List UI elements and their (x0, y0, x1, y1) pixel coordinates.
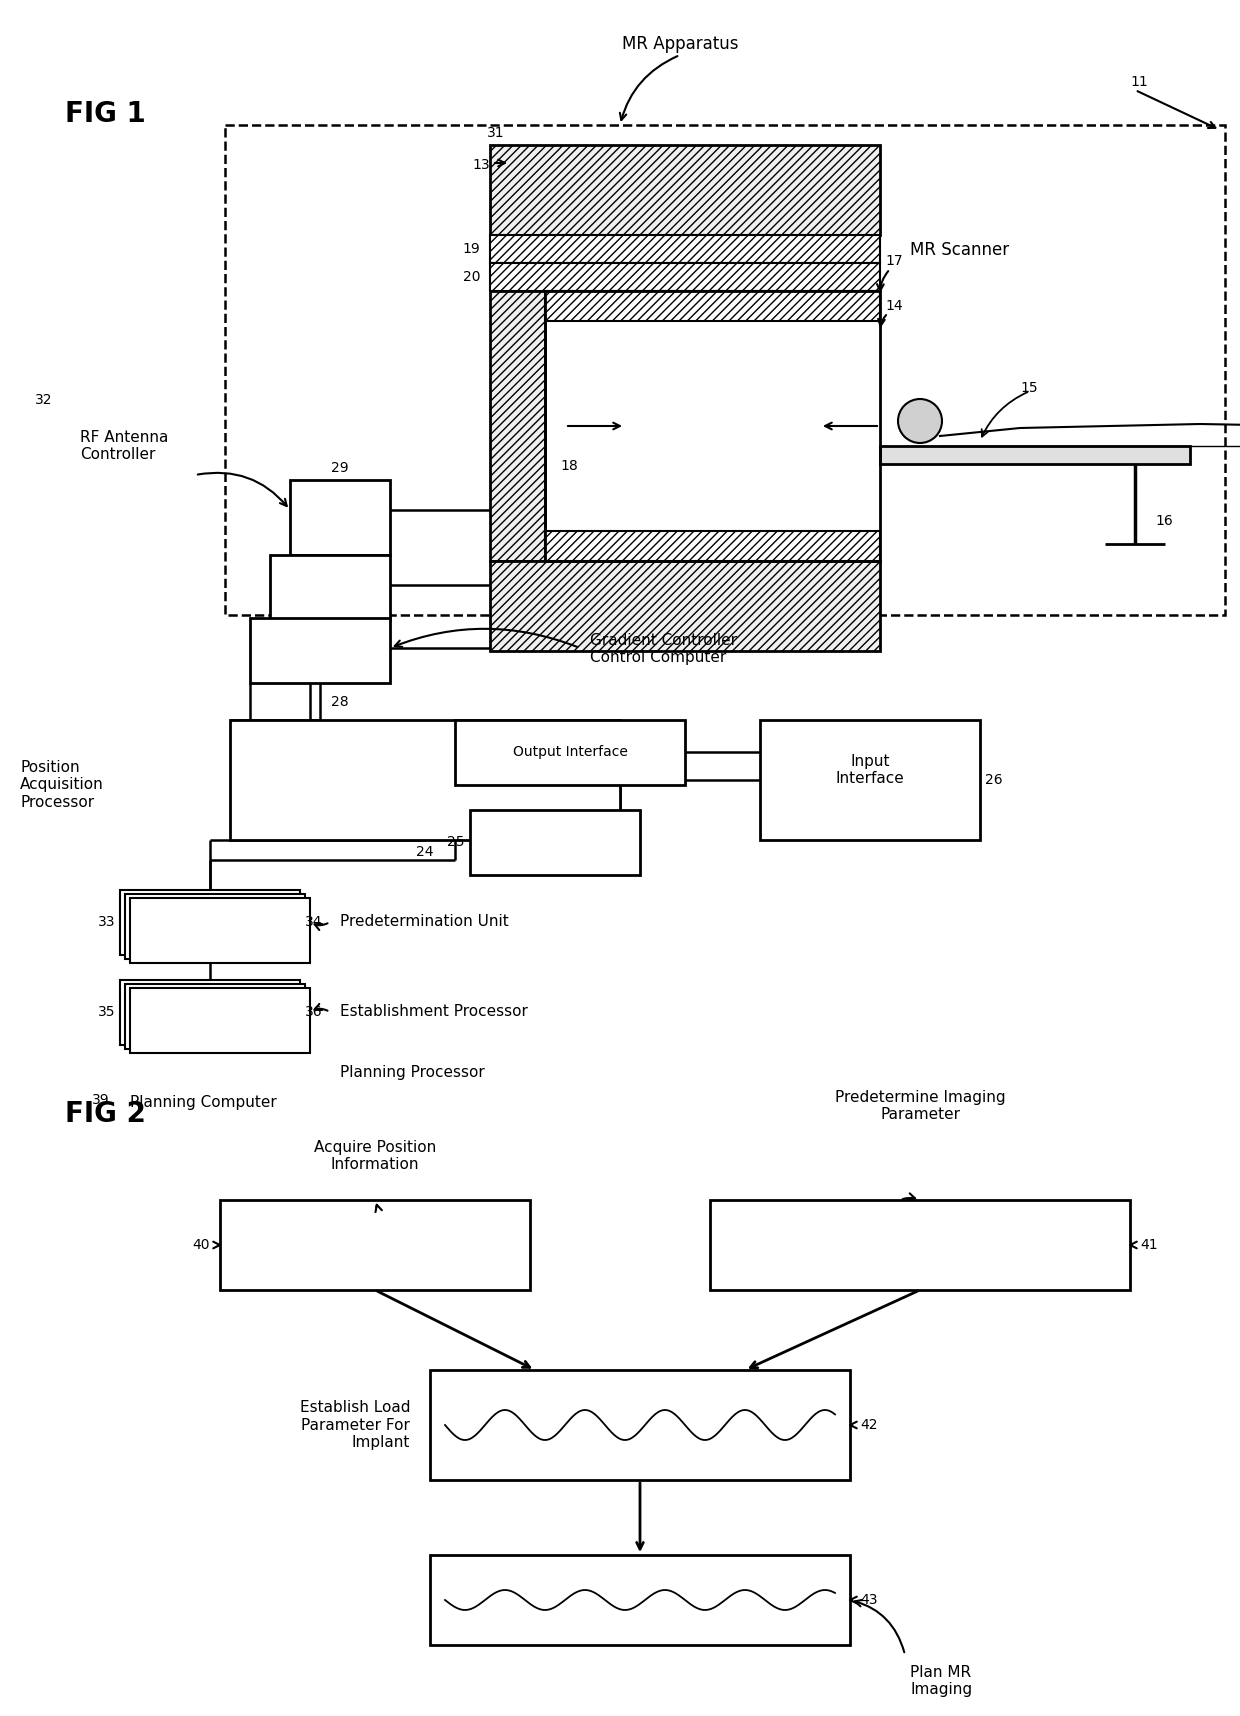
Bar (490, 292, 546, 561)
Text: MR Apparatus: MR Apparatus (621, 34, 738, 53)
Bar (490, 561, 880, 650)
Bar (270, 554, 391, 619)
Text: 19: 19 (463, 242, 480, 256)
Text: Predetermination Unit: Predetermination Unit (340, 915, 508, 930)
Text: Plan MR
Imaging: Plan MR Imaging (910, 1665, 972, 1697)
Text: 13: 13 (472, 158, 490, 172)
Text: 40: 40 (192, 1237, 210, 1253)
Bar (546, 292, 880, 561)
Bar (219, 1199, 529, 1290)
Bar (546, 530, 880, 561)
Text: 42: 42 (861, 1417, 878, 1431)
Text: 33: 33 (98, 915, 115, 928)
Bar (711, 1199, 1130, 1290)
Text: 14: 14 (885, 299, 903, 312)
Text: FIG 1: FIG 1 (64, 100, 146, 129)
Text: 26: 26 (985, 772, 1003, 788)
Text: Predetermine Imaging
Parameter: Predetermine Imaging Parameter (835, 1090, 1006, 1122)
Bar (760, 721, 980, 841)
Bar (229, 721, 620, 841)
Bar (880, 446, 1190, 463)
Bar (250, 618, 391, 683)
Text: MR Scanner: MR Scanner (910, 240, 1009, 259)
Text: 32: 32 (35, 393, 52, 407)
Bar (546, 292, 880, 321)
Bar (130, 897, 310, 963)
Bar (430, 1369, 849, 1479)
Text: 25: 25 (448, 836, 465, 849)
Text: 41: 41 (1140, 1237, 1158, 1253)
Bar (120, 980, 300, 1045)
Bar (125, 894, 305, 959)
Text: 39: 39 (92, 1093, 110, 1107)
Bar (490, 235, 880, 263)
Text: FIG 2: FIG 2 (64, 1100, 146, 1127)
Text: 20: 20 (463, 269, 480, 285)
Text: 11: 11 (1130, 76, 1148, 89)
Text: 16: 16 (1154, 515, 1173, 529)
Text: Planning Processor: Planning Processor (340, 1066, 485, 1079)
Text: 29: 29 (331, 462, 348, 475)
Bar (130, 988, 310, 1054)
Text: Gradient Controller
Control Computer: Gradient Controller Control Computer (590, 633, 737, 666)
Bar (490, 144, 880, 235)
Text: RF Antenna
Controller: RF Antenna Controller (81, 431, 169, 462)
Bar (490, 263, 880, 292)
Bar (455, 721, 684, 784)
Bar (290, 480, 391, 554)
Text: Acquire Position
Information: Acquire Position Information (314, 1139, 436, 1172)
Text: 43: 43 (861, 1592, 878, 1606)
Text: Establishment Processor: Establishment Processor (340, 1004, 528, 1019)
Text: Planning Computer: Planning Computer (130, 1095, 277, 1110)
Text: 35: 35 (98, 1006, 115, 1019)
Text: 18: 18 (560, 458, 578, 474)
Text: 31: 31 (487, 125, 505, 141)
Text: Input
Interface: Input Interface (836, 753, 904, 786)
Bar (224, 125, 1225, 614)
Text: 36: 36 (305, 1006, 322, 1019)
Text: 15: 15 (1021, 381, 1038, 395)
Bar (430, 1555, 849, 1646)
Text: 24: 24 (417, 844, 434, 860)
Bar (470, 810, 640, 875)
Text: Output Interface: Output Interface (512, 745, 627, 758)
Text: 28: 28 (331, 695, 348, 709)
Text: 34: 34 (305, 915, 322, 928)
Text: Establish Load
Parameter For
Implant: Establish Load Parameter For Implant (300, 1400, 410, 1450)
Circle shape (898, 400, 942, 443)
Bar (125, 983, 305, 1048)
Text: 17: 17 (885, 254, 903, 268)
Text: Position
Acquisition
Processor: Position Acquisition Processor (20, 760, 104, 810)
Bar (120, 891, 300, 956)
